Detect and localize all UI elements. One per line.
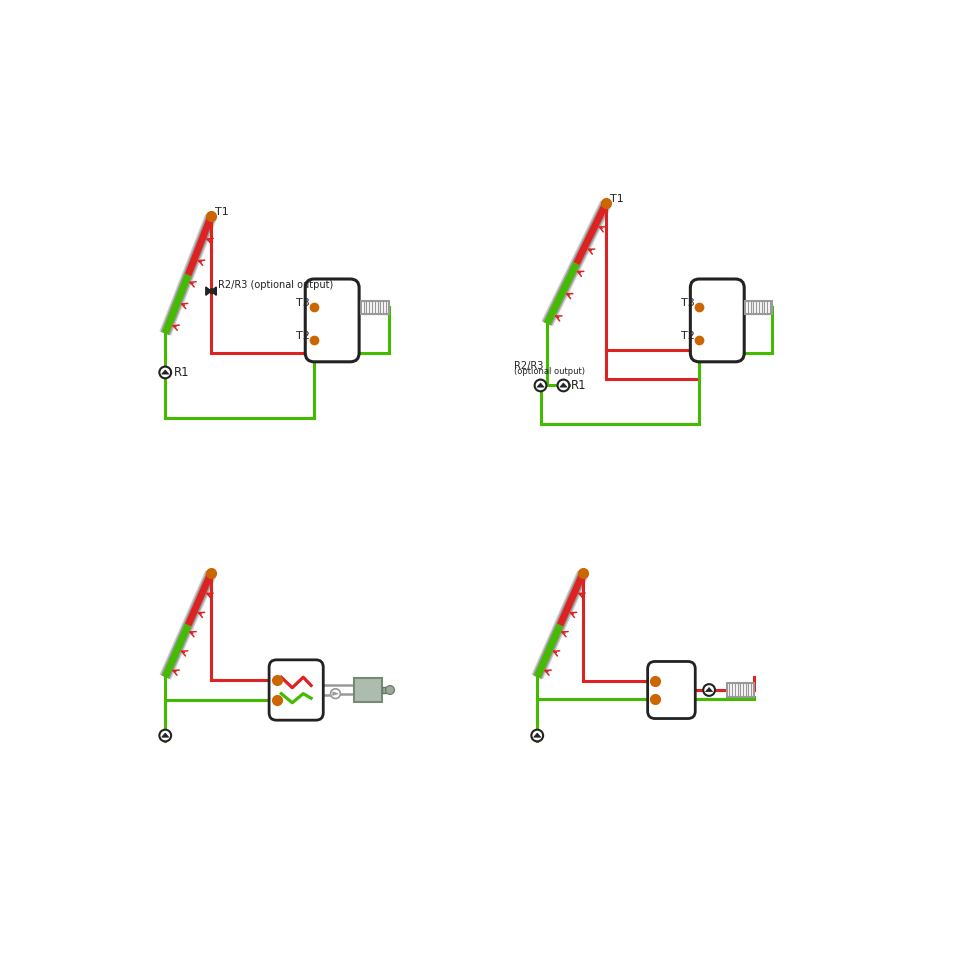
Circle shape — [531, 730, 543, 741]
Circle shape — [558, 379, 569, 392]
Circle shape — [535, 379, 546, 392]
Circle shape — [704, 684, 715, 696]
Circle shape — [330, 688, 341, 699]
FancyBboxPatch shape — [690, 279, 744, 362]
Bar — [745, 300, 772, 314]
Text: R2/R3: R2/R3 — [515, 361, 543, 372]
Text: T3: T3 — [682, 299, 695, 308]
Text: T1: T1 — [215, 206, 228, 217]
Polygon shape — [211, 287, 216, 296]
Polygon shape — [161, 370, 169, 374]
Text: (optional output): (optional output) — [515, 367, 586, 376]
Text: T3: T3 — [297, 299, 310, 308]
Bar — [727, 684, 754, 697]
Polygon shape — [560, 383, 567, 387]
Text: R1: R1 — [571, 379, 587, 392]
Circle shape — [386, 685, 395, 694]
FancyBboxPatch shape — [648, 661, 695, 718]
Polygon shape — [205, 287, 211, 296]
Polygon shape — [161, 733, 169, 737]
Polygon shape — [706, 687, 712, 691]
Polygon shape — [333, 692, 338, 695]
Text: R2/R3 (optional output): R2/R3 (optional output) — [218, 280, 333, 290]
Bar — [354, 678, 382, 702]
FancyBboxPatch shape — [269, 660, 324, 720]
Polygon shape — [534, 733, 540, 737]
Text: T2: T2 — [297, 331, 310, 341]
Polygon shape — [537, 383, 544, 387]
Text: R1: R1 — [174, 366, 189, 379]
Bar — [382, 686, 386, 693]
Bar — [361, 300, 389, 314]
Circle shape — [159, 367, 171, 378]
FancyBboxPatch shape — [305, 279, 359, 362]
Circle shape — [159, 730, 171, 741]
Text: T1: T1 — [610, 194, 624, 204]
Text: T2: T2 — [682, 331, 695, 341]
